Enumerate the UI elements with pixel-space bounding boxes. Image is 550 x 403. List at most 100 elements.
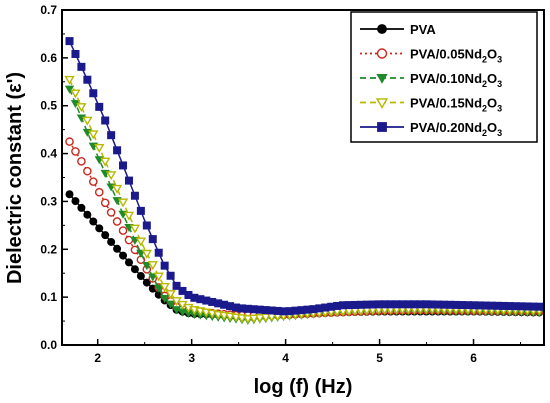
- data-point: [136, 206, 145, 215]
- series-layer: [64, 37, 545, 325]
- data-point: [242, 315, 254, 325]
- data-point: [101, 231, 110, 240]
- x-tick-label: 2: [94, 351, 101, 365]
- x-tick-label: 5: [376, 351, 383, 365]
- data-point: [88, 130, 99, 140]
- data-point: [77, 203, 86, 212]
- data-point: [160, 261, 169, 270]
- data-point: [260, 313, 271, 323]
- x-axis-title: log (f) (Hz): [254, 376, 353, 398]
- data-point: [535, 302, 544, 311]
- data-point: [142, 262, 152, 271]
- data-point: [147, 261, 158, 271]
- legend-marker: [376, 74, 388, 84]
- data-point: [95, 102, 104, 111]
- y-tick-label: 0.3: [40, 194, 57, 208]
- data-point: [165, 290, 176, 300]
- data-point: [65, 37, 74, 46]
- data-point: [248, 314, 260, 324]
- data-point: [89, 89, 98, 98]
- y-tick-label: 0.7: [40, 3, 57, 17]
- data-point: [95, 224, 104, 233]
- data-point: [130, 265, 139, 274]
- data-point: [136, 272, 145, 281]
- data-point: [100, 198, 110, 208]
- data-point: [129, 224, 141, 234]
- data-point: [106, 208, 116, 217]
- data-point: [77, 156, 86, 166]
- data-point: [70, 89, 81, 99]
- data-point: [171, 306, 182, 315]
- data-point: [118, 226, 128, 235]
- data-point: [172, 281, 181, 290]
- data-point: [165, 300, 176, 309]
- data-point: [65, 190, 74, 199]
- data-point: [83, 75, 92, 84]
- series-3: [64, 75, 545, 325]
- data-point: [124, 176, 133, 185]
- data-point: [83, 166, 92, 176]
- y-tick-label: 0.1: [40, 290, 57, 304]
- data-point: [89, 177, 98, 186]
- legend-label: PVA/0.10Nd2O3: [410, 71, 502, 89]
- data-point: [65, 137, 74, 146]
- legend-marker: [377, 122, 387, 132]
- data-point: [107, 237, 116, 246]
- data-point: [101, 116, 110, 125]
- legend-marker: [376, 48, 388, 59]
- data-point: [124, 258, 133, 267]
- data-point: [166, 271, 175, 280]
- data-point: [148, 235, 157, 244]
- data-point: [71, 197, 80, 206]
- data-point: [112, 217, 122, 226]
- data-point: [94, 187, 104, 197]
- data-point: [71, 147, 80, 156]
- data-point: [142, 278, 151, 287]
- y-tick-label: 0.6: [40, 51, 57, 65]
- data-point: [113, 146, 122, 155]
- data-point: [94, 143, 105, 153]
- legend-label: PVA/0.15Nd2O3: [410, 96, 502, 114]
- data-point: [142, 221, 151, 230]
- data-point: [178, 286, 187, 295]
- data-point: [113, 244, 122, 253]
- y-tick-label: 0.5: [40, 99, 57, 113]
- series-line: [68, 141, 540, 317]
- data-point: [154, 248, 163, 257]
- data-point: [107, 131, 116, 140]
- data-point: [100, 157, 111, 167]
- y-axis-title: Dielectric constant (ε'): [4, 72, 26, 284]
- legend: PVA PVA/0.05Nd2O3 PVA/0.10Nd2O3 PVA/0.15Nd2…: [350, 11, 538, 143]
- data-point: [64, 75, 75, 85]
- legend-marker: [377, 24, 387, 34]
- x-tick-label: 6: [470, 351, 477, 365]
- data-point: [123, 211, 135, 221]
- data-point: [135, 237, 147, 247]
- data-point: [77, 62, 86, 71]
- data-point: [117, 198, 129, 208]
- data-point: [89, 217, 98, 226]
- ticks-layer: 2 3 4 5 6 0.0 0.1 0.2 0.3 0.4 0.5 0.6 0.7: [40, 3, 522, 365]
- data-point: [148, 273, 158, 282]
- data-point: [111, 184, 123, 194]
- data-point: [119, 251, 128, 260]
- data-point: [160, 294, 170, 304]
- legend-label: PVA/0.20Nd2O3: [410, 120, 502, 138]
- x-tick-label: 3: [188, 351, 195, 365]
- data-point: [153, 272, 164, 282]
- data-point: [154, 284, 164, 293]
- data-point: [159, 283, 170, 292]
- data-point: [119, 161, 128, 170]
- legend-label: PVA: [410, 22, 436, 37]
- series-4: [65, 37, 544, 316]
- y-tick-label: 0.0: [40, 338, 57, 352]
- legend-marker: [375, 98, 389, 109]
- data-point: [76, 103, 87, 113]
- data-point: [130, 191, 139, 200]
- data-point: [141, 249, 152, 259]
- data-point: [83, 210, 92, 219]
- x-tick-label: 4: [282, 351, 289, 365]
- data-point: [82, 116, 93, 126]
- y-tick-label: 0.4: [40, 147, 57, 161]
